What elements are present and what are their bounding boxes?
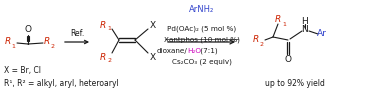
Text: 2: 2 [51,43,54,48]
Text: R¹, R² = alkyl, aryl, heteroaryl: R¹, R² = alkyl, aryl, heteroaryl [4,79,119,89]
Text: ArNH₂: ArNH₂ [189,6,214,14]
Text: 1: 1 [107,27,111,32]
Text: O: O [285,55,291,64]
Text: R: R [5,38,11,47]
Text: R: R [100,21,106,29]
Text: 1: 1 [12,43,15,48]
Text: Pd(OAc)₂ (5 mol %): Pd(OAc)₂ (5 mol %) [167,26,236,32]
Text: R: R [275,16,281,24]
Text: R: R [100,53,106,62]
Text: X = Br, Cl: X = Br, Cl [4,65,41,74]
Text: (7:1): (7:1) [197,48,217,54]
Text: 1: 1 [282,22,286,27]
Text: H: H [302,18,308,27]
Text: dioxane/: dioxane/ [156,48,187,54]
Text: H₂O: H₂O [187,48,201,54]
Text: O: O [25,26,31,34]
Text: X: X [150,53,156,62]
Text: Xantphos (10 mol %): Xantphos (10 mol %) [164,37,239,43]
Text: Ar: Ar [317,29,327,38]
Text: Ref.: Ref. [70,29,84,38]
Text: Cs₂CO₃ (2 equiv): Cs₂CO₃ (2 equiv) [172,59,231,65]
Text: R: R [44,38,50,47]
Text: 2: 2 [107,59,111,64]
Text: X: X [150,21,156,29]
Text: N: N [302,26,308,34]
Text: R: R [253,35,259,44]
Text: 2: 2 [260,42,264,47]
Text: up to 92% yield: up to 92% yield [265,79,325,89]
